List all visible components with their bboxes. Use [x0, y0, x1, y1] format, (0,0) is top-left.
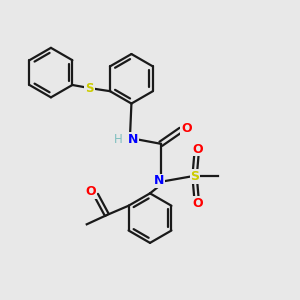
Text: O: O [181, 122, 192, 135]
Text: N: N [128, 133, 138, 146]
Text: O: O [193, 142, 203, 156]
Text: O: O [193, 197, 203, 210]
Text: O: O [85, 185, 96, 198]
Text: H: H [114, 133, 122, 146]
Text: S: S [190, 170, 200, 183]
Text: N: N [154, 175, 164, 188]
Text: S: S [85, 82, 94, 94]
